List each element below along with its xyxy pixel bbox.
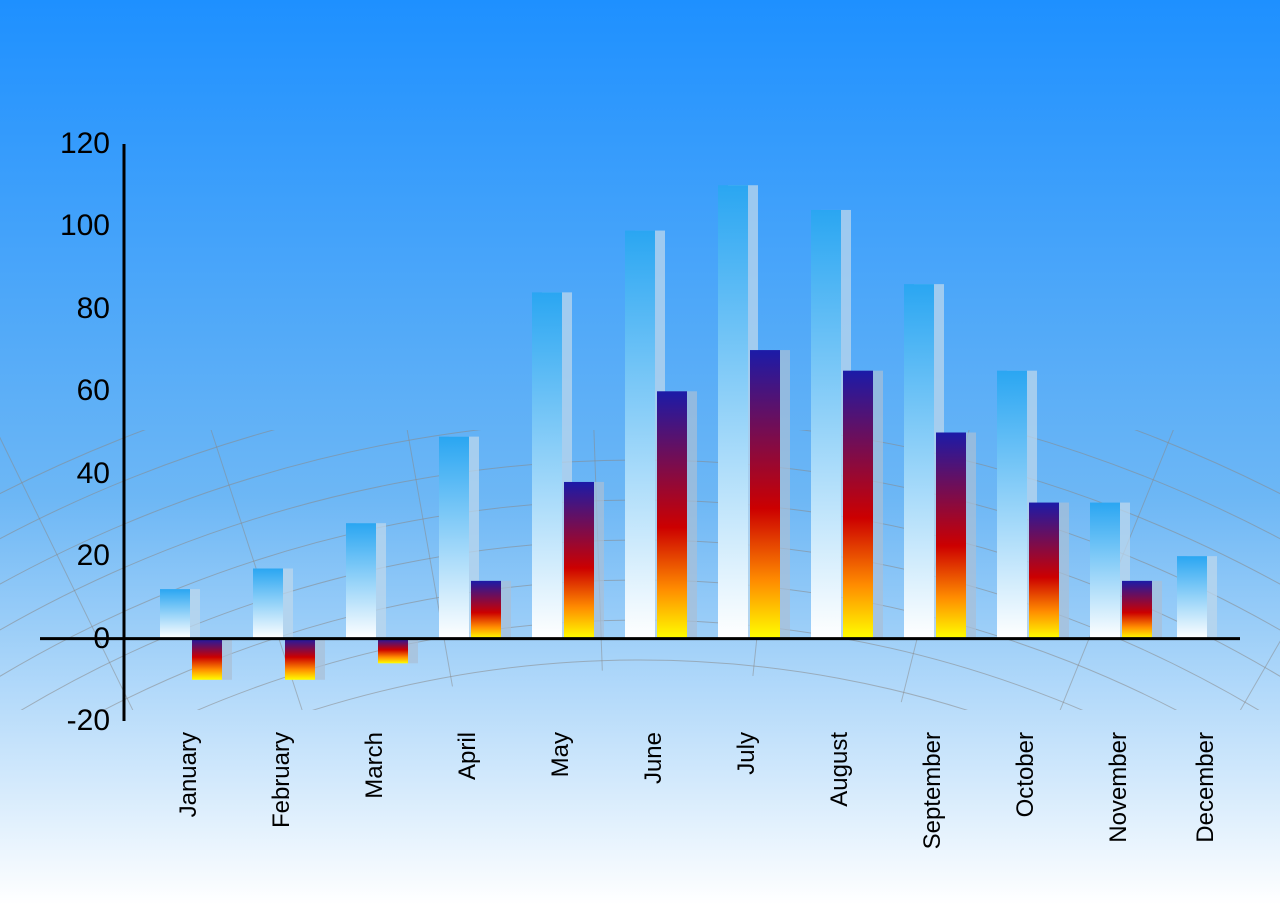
xtick-label: August xyxy=(826,732,854,807)
bar-series-b xyxy=(192,639,222,680)
bars-shadow-group xyxy=(170,185,1217,680)
xtick-label: January xyxy=(175,732,203,817)
xtick-label: May xyxy=(547,732,575,777)
bars-group xyxy=(160,185,1207,680)
bar-series-a xyxy=(1090,503,1120,639)
bar-series-a xyxy=(997,371,1027,639)
xtick-label: February xyxy=(268,732,296,828)
bar-series-a xyxy=(625,231,655,639)
bar-series-a xyxy=(1177,556,1207,638)
xtick-label: October xyxy=(1012,732,1040,817)
xtick-label: November xyxy=(1105,732,1133,843)
ytick-label: -20 xyxy=(30,704,110,738)
ytick-label: 20 xyxy=(30,539,110,573)
xtick-label: June xyxy=(640,732,668,784)
chart-stage: -20 0 20 40 60 80 100 120 January February March A… xyxy=(0,0,1280,905)
bar-series-a xyxy=(904,284,934,638)
bar-series-b xyxy=(1029,503,1059,639)
ytick-label: 60 xyxy=(30,374,110,408)
ytick-label: 80 xyxy=(30,292,110,326)
ytick-label: 40 xyxy=(30,457,110,491)
bar-series-a xyxy=(346,523,376,638)
bar-series-a xyxy=(532,292,562,638)
bar-series-b xyxy=(471,581,501,639)
bar-series-a xyxy=(718,185,748,638)
xtick-label: September xyxy=(919,732,947,849)
ytick-label: 120 xyxy=(30,127,110,161)
bar-series-b xyxy=(1122,581,1152,639)
bar-series-a xyxy=(439,437,469,639)
xtick-label: December xyxy=(1192,732,1220,843)
bar-series-b xyxy=(657,391,687,638)
bar-series-b xyxy=(564,482,594,639)
ytick-label: 0 xyxy=(30,622,110,656)
bar-series-b xyxy=(285,639,315,680)
bar-series-a xyxy=(811,210,841,639)
ytick-label: 100 xyxy=(30,209,110,243)
bar-series-a xyxy=(253,569,283,639)
bar-series-b xyxy=(843,371,873,639)
bar-series-b xyxy=(936,433,966,639)
xtick-label: March xyxy=(361,732,389,799)
xtick-label: April xyxy=(454,732,482,780)
xtick-label: July xyxy=(733,732,761,775)
bar-series-a xyxy=(160,589,190,638)
bar-series-b xyxy=(750,350,780,638)
bar-series-b xyxy=(378,639,408,664)
